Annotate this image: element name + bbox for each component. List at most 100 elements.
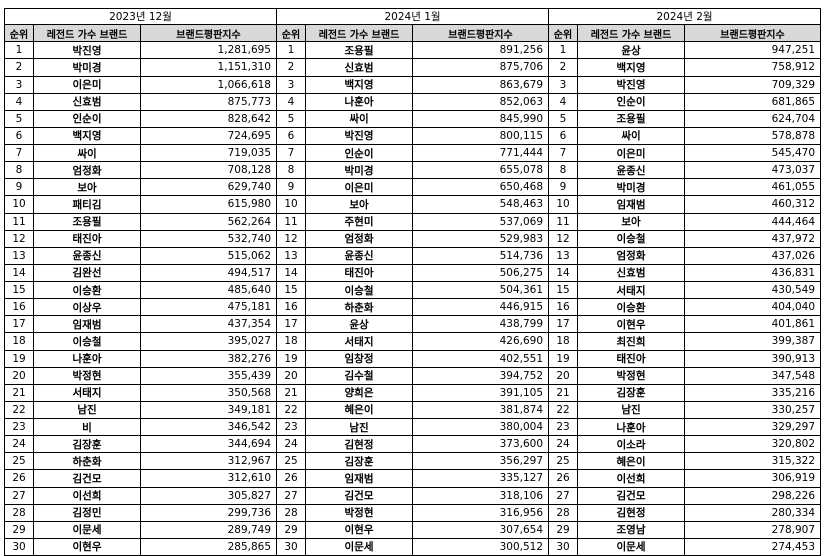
table-row: 13 윤종신 514,736 xyxy=(277,247,548,265)
rank-cell: 8 xyxy=(5,162,34,179)
brand-name-cell: 태진아 xyxy=(306,264,413,281)
brand-name-cell: 윤종신 xyxy=(578,162,685,179)
brand-index-cell: 529,983 xyxy=(499,232,543,245)
brand-index-cell: 390,913 xyxy=(771,352,815,365)
brand-index-cell: 473,037 xyxy=(771,164,815,177)
brand-name-cell: 신효범 xyxy=(306,59,413,76)
brand-index-cell: 845,990 xyxy=(499,112,543,125)
brand-name-cell: 백지영 xyxy=(306,76,413,93)
table-row: 14 태진아 506,275 xyxy=(277,264,548,282)
rank-cell: 3 xyxy=(277,76,306,93)
brand-name-cell: 김현정 xyxy=(306,436,413,453)
brand-name-cell: 임재범 xyxy=(578,196,685,213)
rank-cell: 7 xyxy=(5,145,34,162)
brand-name-cell: 윤상 xyxy=(578,42,685,59)
brand-index-cell: 404,040 xyxy=(771,301,815,314)
brand-index-cell: 1,281,695 xyxy=(217,44,271,57)
table-row: 3 백지영 863,679 xyxy=(277,76,548,94)
brand-index-cell: 330,257 xyxy=(771,403,815,416)
table-header-row: 순위 레전드 가수 브랜드 브랜드평판지수 xyxy=(5,25,276,43)
table-row: 29 이문세 289,749 xyxy=(5,521,276,539)
brand-index-cell: 436,831 xyxy=(771,266,815,279)
brand-index-cell: 280,334 xyxy=(771,506,815,519)
rank-cell: 20 xyxy=(277,367,306,384)
brand-name-cell: 임재범 xyxy=(34,316,141,333)
brand-index-cell: 875,773 xyxy=(227,95,271,108)
brand-name-cell: 박진영 xyxy=(578,76,685,93)
brand-name-cell: 태진아 xyxy=(578,350,685,367)
table-row: 9 보아 629,740 xyxy=(5,179,276,197)
brand-name-cell: 조용필 xyxy=(578,110,685,127)
brand-index-cell: 624,704 xyxy=(771,112,815,125)
table-row: 15 서태지 430,549 xyxy=(549,282,820,300)
rank-cell: 20 xyxy=(5,367,34,384)
table-row: 16 하춘화 446,915 xyxy=(277,299,548,317)
brand-index-cell: 504,361 xyxy=(499,284,543,297)
table-row: 16 이승환 404,040 xyxy=(549,299,820,317)
table-row: 5 인순이 828,642 xyxy=(5,110,276,128)
brand-index-cell: 346,542 xyxy=(227,421,271,434)
brand-name-cell: 김건모 xyxy=(306,487,413,504)
rank-cell: 24 xyxy=(277,436,306,453)
table-row: 18 최진희 399,387 xyxy=(549,333,820,351)
rank-cell: 7 xyxy=(549,145,578,162)
brand-name-cell: 인순이 xyxy=(34,110,141,127)
rank-cell: 4 xyxy=(277,93,306,110)
brand-index-cell: 515,062 xyxy=(227,249,271,262)
brand-name-cell: 보아 xyxy=(306,196,413,213)
rank-cell: 17 xyxy=(549,316,578,333)
brand-name-cell: 조용필 xyxy=(34,213,141,230)
rank-cell: 21 xyxy=(549,384,578,401)
brand-name-cell: 이선희 xyxy=(578,470,685,487)
rank-cell: 1 xyxy=(549,42,578,59)
table-header-row: 순위 레전드 가수 브랜드 브랜드평판지수 xyxy=(549,25,820,43)
brand-name-cell: 인순이 xyxy=(578,93,685,110)
rank-cell: 1 xyxy=(277,42,306,59)
brand-index-cell: 708,128 xyxy=(227,164,271,177)
brand-name-cell: 이상우 xyxy=(34,299,141,316)
brand-name-cell: 박정현 xyxy=(578,367,685,384)
rank-cell: 12 xyxy=(5,230,34,247)
table-row: 19 나훈아 382,276 xyxy=(5,350,276,368)
table-row: 21 서태지 350,568 xyxy=(5,384,276,402)
rank-cell: 26 xyxy=(5,470,34,487)
rank-cell: 1 xyxy=(5,42,34,59)
rank-cell: 27 xyxy=(549,487,578,504)
brand-index-cell: 719,035 xyxy=(227,147,271,160)
table-row: 23 나훈아 329,297 xyxy=(549,419,820,437)
brand-index-cell: 391,105 xyxy=(499,386,543,399)
brand-index-cell: 401,861 xyxy=(771,318,815,331)
brand-name-cell: 백지영 xyxy=(578,59,685,76)
brand-name-cell: 윤상 xyxy=(306,316,413,333)
brand-index-cell: 537,069 xyxy=(499,215,543,228)
brand-index-cell: 494,517 xyxy=(227,266,271,279)
brand-name-cell: 김정민 xyxy=(34,504,141,521)
rank-cell: 5 xyxy=(277,110,306,127)
brand-name-cell: 김수철 xyxy=(306,367,413,384)
brand-index-cell: 758,912 xyxy=(771,61,815,74)
brand-name-cell: 김장훈 xyxy=(34,436,141,453)
brand-name-cell: 이승철 xyxy=(578,230,685,247)
brand-name-cell: 임재범 xyxy=(306,470,413,487)
table-row: 22 남진 330,257 xyxy=(549,401,820,419)
table-row: 6 박진영 800,115 xyxy=(277,127,548,145)
table-row: 20 박정현 355,439 xyxy=(5,367,276,385)
brand-index-cell: 461,055 xyxy=(771,181,815,194)
table-row: 14 신효범 436,831 xyxy=(549,264,820,282)
table-row: 11 주현미 537,069 xyxy=(277,213,548,231)
table-row: 24 김현정 373,600 xyxy=(277,436,548,454)
brand-index-cell: 335,216 xyxy=(771,386,815,399)
rank-cell: 27 xyxy=(5,487,34,504)
brand-name-cell: 태진아 xyxy=(34,230,141,247)
brand-index-cell: 300,512 xyxy=(499,540,543,553)
rank-cell: 21 xyxy=(5,384,34,401)
brand-name-cell: 이승철 xyxy=(34,333,141,350)
table-row: 7 이은미 545,470 xyxy=(549,145,820,163)
rank-cell: 23 xyxy=(277,419,306,436)
panel-2023-12: 2023년 12월 순위 레전드 가수 브랜드 브랜드평판지수 1 박진영 1,28… xyxy=(4,8,276,556)
brand-index-cell: 380,004 xyxy=(499,421,543,434)
table-row: 9 이은미 650,468 xyxy=(277,179,548,197)
table-row: 23 남진 380,004 xyxy=(277,419,548,437)
brand-name-cell: 김장훈 xyxy=(306,453,413,470)
table-row: 11 보아 444,464 xyxy=(549,213,820,231)
